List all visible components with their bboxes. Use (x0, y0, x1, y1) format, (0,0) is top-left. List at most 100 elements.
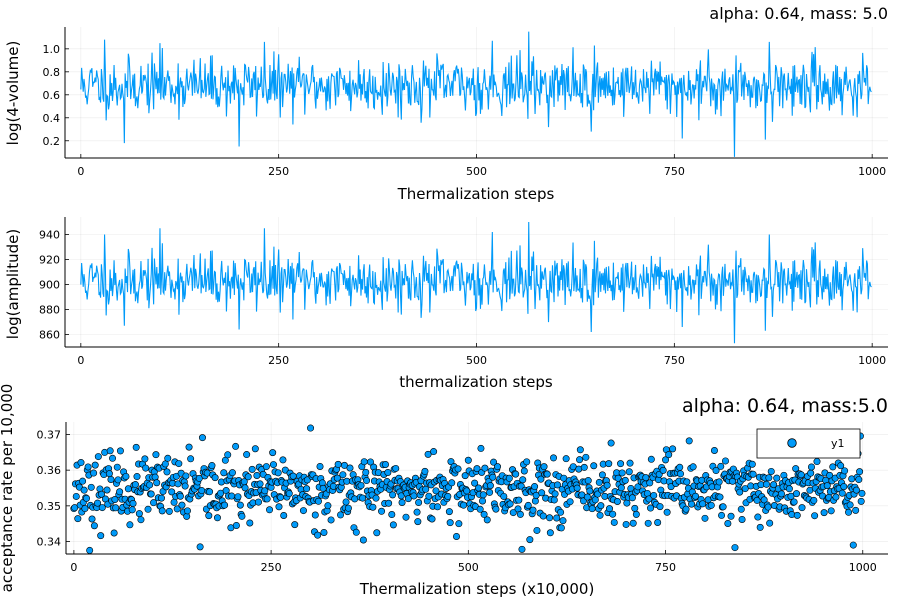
data-point (164, 454, 172, 462)
data-point (807, 463, 815, 471)
data-point (760, 496, 768, 504)
data-point (402, 513, 410, 521)
data-point (251, 445, 259, 453)
data-point (546, 529, 554, 537)
data-point (303, 476, 311, 484)
panel-1-y-ticks: 0.2 0.4 0.6 0.8 1.0 (43, 43, 69, 148)
data-point (606, 505, 614, 513)
data-point (109, 454, 117, 462)
panel-1-series-line (80, 31, 872, 157)
data-point (232, 521, 240, 529)
data-point (103, 486, 111, 494)
data-point (846, 501, 854, 509)
data-point (266, 506, 274, 514)
data-point (677, 470, 685, 478)
data-point (320, 528, 328, 536)
data-point (531, 483, 539, 491)
data-point (553, 514, 561, 522)
data-point (566, 498, 574, 506)
data-point (455, 520, 463, 528)
data-point (644, 519, 652, 527)
data-point (621, 476, 629, 484)
data-point (777, 490, 785, 498)
data-point (595, 478, 603, 486)
data-point (389, 491, 397, 499)
data-point (176, 492, 184, 500)
data-point (500, 492, 508, 500)
data-point (307, 424, 315, 432)
data-point (128, 506, 136, 514)
data-point (823, 482, 831, 490)
x-tick-label: 500 (466, 165, 487, 178)
data-point (546, 514, 554, 522)
data-point (646, 479, 654, 487)
panel-3-y-ticks: 0.34 0.35 0.36 0.37 (37, 428, 70, 549)
data-point (430, 448, 438, 456)
data-point (274, 469, 282, 477)
data-point (213, 514, 221, 522)
data-point (718, 511, 726, 519)
data-point (539, 512, 547, 520)
data-point (359, 536, 367, 544)
y-tick-label: 1.0 (43, 43, 61, 56)
data-point (650, 491, 658, 499)
data-point (205, 512, 213, 520)
panel-2-series-line (80, 221, 872, 344)
data-point (515, 496, 523, 504)
y-tick-label: 920 (39, 254, 60, 267)
data-point (246, 519, 254, 527)
data-point (605, 460, 613, 468)
data-point (112, 504, 120, 512)
data-point (610, 518, 618, 526)
data-point (737, 505, 745, 513)
data-point (719, 503, 727, 511)
data-point (506, 500, 514, 508)
data-point (669, 445, 677, 453)
data-point (269, 449, 277, 457)
data-point (623, 499, 631, 507)
data-point (359, 494, 367, 502)
legend: y1 (756, 428, 861, 459)
data-point (576, 456, 584, 464)
data-point (642, 474, 650, 482)
data-point (122, 472, 130, 480)
data-point (372, 494, 380, 502)
data-point (856, 468, 864, 476)
data-point (716, 493, 724, 501)
data-point (448, 479, 456, 487)
data-point (279, 456, 287, 464)
data-point (659, 466, 667, 474)
data-point (432, 487, 440, 495)
data-point (792, 490, 800, 498)
y-tick-label: 0.8 (43, 66, 61, 79)
data-point (256, 480, 264, 488)
data-point (91, 461, 99, 469)
data-point (766, 519, 774, 527)
data-point (342, 498, 350, 506)
data-point (424, 450, 432, 458)
data-point (178, 501, 186, 509)
data-point (520, 467, 528, 475)
data-point (98, 490, 106, 498)
data-point (724, 520, 732, 528)
data-point (404, 495, 412, 503)
data-point (837, 462, 845, 470)
legend-label: y1 (831, 437, 845, 450)
data-point (174, 480, 182, 488)
panel-1-y-label: log(4-volume) (4, 41, 22, 146)
data-point (334, 460, 342, 468)
data-point (533, 526, 541, 534)
data-point (94, 453, 102, 461)
data-point (613, 497, 621, 505)
data-point (72, 492, 80, 500)
data-point (173, 505, 181, 513)
data-point (634, 483, 642, 491)
data-point (682, 505, 690, 513)
data-point (550, 496, 558, 504)
data-point (483, 516, 491, 524)
data-point (509, 509, 517, 517)
data-point (764, 503, 772, 511)
data-point (79, 477, 87, 485)
data-point (481, 464, 489, 472)
x-tick-label: 750 (655, 561, 676, 574)
